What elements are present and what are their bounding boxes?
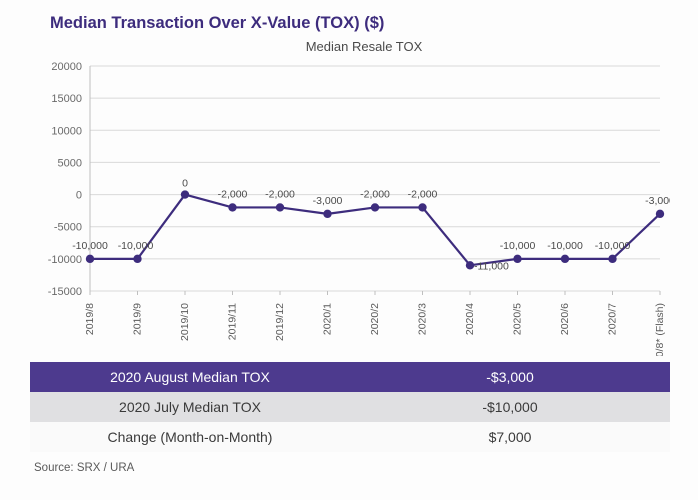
svg-text:-15000: -15000 (48, 286, 82, 298)
svg-text:10000: 10000 (51, 125, 82, 137)
svg-text:2020/1: 2020/1 (322, 303, 334, 335)
summary-table: 2020 August Median TOX-$3,0002020 July M… (30, 362, 670, 452)
svg-text:-2,000: -2,000 (265, 188, 295, 200)
svg-text:2019/8: 2019/8 (84, 303, 96, 335)
svg-text:2020/2: 2020/2 (369, 303, 381, 335)
svg-text:-10,000: -10,000 (72, 240, 108, 252)
svg-text:-10,000: -10,000 (118, 240, 154, 252)
svg-text:-10,000: -10,000 (547, 240, 583, 252)
summary-row: 2020 July Median TOX-$10,000 (30, 392, 670, 422)
svg-text:20000: 20000 (51, 61, 82, 73)
summary-label: 2020 July Median TOX (30, 392, 350, 422)
svg-text:5000: 5000 (58, 157, 82, 169)
svg-text:-2,000: -2,000 (360, 188, 390, 200)
svg-text:2020/8* (Flash): 2020/8* (Flash) (654, 303, 666, 356)
svg-text:-11,000: -11,000 (474, 260, 509, 272)
chart-svg: -15000 -10000 -5000 0 5000 10000 15000 20000 -10… (30, 56, 670, 356)
svg-text:2020/6: 2020/6 (559, 303, 571, 335)
svg-text:-3,000: -3,000 (645, 195, 670, 207)
source-attribution: Source: SRX / URA (34, 462, 678, 474)
summary-label: 2020 August Median TOX (30, 362, 350, 392)
summary-value: -$3,000 (350, 362, 670, 392)
svg-text:-2,000: -2,000 (408, 188, 438, 200)
svg-text:2020/4: 2020/4 (464, 303, 476, 335)
svg-text:2019/11: 2019/11 (227, 303, 239, 340)
page-title: Median Transaction Over X-Value (TOX) ($… (50, 14, 678, 33)
svg-text:0: 0 (182, 178, 188, 190)
svg-text:15000: 15000 (51, 93, 82, 105)
svg-text:2019/10: 2019/10 (179, 303, 191, 341)
summary-value: -$10,000 (350, 392, 670, 422)
svg-text:2020/5: 2020/5 (512, 303, 524, 335)
summary-label: Change (Month-on-Month) (30, 422, 350, 452)
svg-text:2020/3: 2020/3 (417, 303, 429, 335)
summary-value: $7,000 (350, 422, 670, 452)
svg-text:-10,000: -10,000 (595, 240, 631, 252)
svg-text:2020/7: 2020/7 (607, 303, 619, 335)
svg-text:2019/9: 2019/9 (132, 303, 144, 335)
svg-text:-5000: -5000 (54, 222, 82, 234)
svg-text:2019/12: 2019/12 (274, 303, 286, 341)
summary-row: 2020 August Median TOX-$3,000 (30, 362, 670, 392)
svg-text:0: 0 (76, 190, 82, 202)
svg-text:-10,000: -10,000 (500, 240, 536, 252)
summary-row: Change (Month-on-Month)$7,000 (30, 422, 670, 452)
svg-text:-2,000: -2,000 (218, 188, 248, 200)
svg-text:-3,000: -3,000 (313, 195, 343, 207)
line-chart: -15000 -10000 -5000 0 5000 10000 15000 20000 -10… (30, 56, 670, 356)
svg-text:-10000: -10000 (48, 254, 82, 266)
chart-subtitle: Median Resale TOX (50, 39, 678, 54)
